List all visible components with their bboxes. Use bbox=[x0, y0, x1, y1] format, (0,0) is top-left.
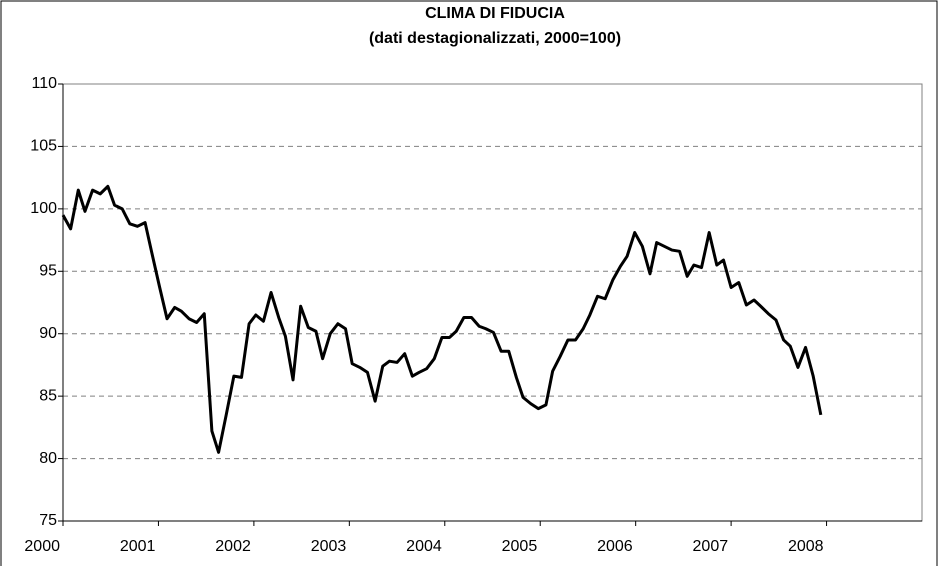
x-tick-label: 2006 bbox=[597, 538, 633, 555]
y-tick-label: 95 bbox=[39, 263, 57, 280]
y-tick-label: 80 bbox=[39, 450, 57, 467]
x-tick-label: 2001 bbox=[120, 538, 156, 555]
x-tick-label: 2002 bbox=[215, 538, 251, 555]
chart-subtitle: (dati destagionalizzati, 2000=100) bbox=[369, 30, 621, 47]
x-tick-label: 2000 bbox=[24, 538, 60, 555]
y-tick-label: 90 bbox=[39, 325, 57, 342]
x-tick-label: 2007 bbox=[693, 538, 729, 555]
y-tick-label: 110 bbox=[31, 75, 57, 92]
y-tick-label: 85 bbox=[39, 387, 57, 404]
chart-title: CLIMA DI FIDUCIA bbox=[425, 5, 565, 22]
x-tick-label: 2005 bbox=[502, 538, 538, 555]
x-tick-label: 2004 bbox=[406, 538, 442, 555]
y-tick-label: 75 bbox=[39, 512, 57, 529]
y-tick-label: 105 bbox=[30, 138, 57, 155]
data-line bbox=[61, 184, 823, 454]
x-tick-label: 2008 bbox=[788, 538, 824, 555]
x-tick-label: 2003 bbox=[311, 538, 347, 555]
y-tick-label: 100 bbox=[30, 200, 57, 217]
